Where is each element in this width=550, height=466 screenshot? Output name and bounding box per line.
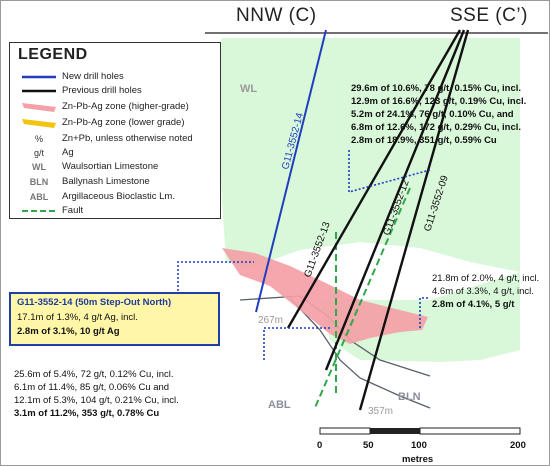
- leader-top-box: [348, 150, 431, 194]
- legend-item-lower-grade: Zn-Pb-Ag zone (lower grade): [10, 116, 220, 130]
- unit-label-abl: ABL: [268, 399, 291, 411]
- scale-bar: [319, 427, 521, 435]
- drill-hole-12: [324, 29, 466, 371]
- legend-item-percent: % Zn+Pb, unless otherwise noted: [10, 132, 220, 146]
- legend-symbol: WL: [32, 162, 46, 172]
- intercept-line: 21.8m of 2.0%, 4 g/t, incl.: [432, 273, 540, 284]
- legend-item-bln: BLN Ballynash Limestone: [10, 175, 220, 189]
- stepout-callout: G11-3552-14 (50m Step-Out North) 17.1m o…: [9, 292, 220, 346]
- legend-label: New drill holes: [62, 71, 124, 82]
- legend-item-higher-grade: Zn-Pb-Ag zone (higher-grade): [10, 100, 220, 114]
- intercept-line: 6.8m of 12.6%, 172 g/t, 0.29% Cu, incl.: [351, 122, 522, 133]
- new-drill-hole-swatch: [20, 70, 58, 84]
- fault-line: [313, 187, 411, 411]
- leader-right-box: [419, 297, 428, 330]
- wl-unit-area: [218, 38, 520, 272]
- legend-label: Zn+Pb, unless otherwise noted: [62, 133, 193, 144]
- scale-unit: metres: [402, 454, 433, 465]
- legend-item-wl: WL Waulsortian Limestone: [10, 160, 220, 174]
- scale-tick-200: 200: [510, 440, 526, 451]
- intercept-line: 2.8m of 18.9%, 351 g/t, 0.59% Cu: [351, 135, 497, 146]
- drill-hole-09: [358, 29, 470, 411]
- zone-higher-grade: [222, 248, 428, 344]
- intercept-line: 25.6m of 5.4%, 72 g/t, 0.12% Cu, incl.: [14, 369, 174, 380]
- bln-contact-lower: [289, 297, 431, 409]
- legend-item-gt: g/t Ag: [10, 146, 220, 160]
- stepout-line: 2.8m of 3.1%, 10 g/t Ag: [17, 326, 120, 337]
- intercept-line: 6.1m of 11.4%, 85 g/t, 0.06% Cu and: [14, 382, 170, 393]
- fault-swatch: [20, 204, 58, 218]
- drill-hole-14: [255, 29, 327, 313]
- scale-tick-0: 0: [317, 440, 322, 451]
- higher-grade-swatch: [20, 100, 58, 114]
- intercept-line: 12.1m of 5.3%, 104 g/t, 0.21% Cu, incl.: [14, 395, 179, 406]
- legend-label: Previous drill holes: [62, 85, 142, 96]
- legend-symbol: g/t: [33, 148, 44, 158]
- legend-item-abl: ABL Argillaceous Bioclastic Lm.: [10, 190, 220, 204]
- stepout-title: G11-3552-14 (50m Step-Out North): [17, 297, 172, 308]
- scale-tick-100: 100: [411, 440, 427, 451]
- intercept-box-top: 29.6m of 10.6%, 78 g/t, 0.15% Cu, incl. …: [351, 82, 526, 147]
- intercept-line: 12.9m of 16.6%, 123 g/t, 0.19% Cu, incl.: [351, 96, 527, 107]
- unit-label-bln: BLN: [398, 391, 421, 403]
- previous-drill-hole-swatch: [20, 84, 58, 98]
- intercept-line: 29.6m of 10.6%, 78 g/t, 0.15% Cu, incl.: [351, 83, 522, 94]
- legend-label: Ag: [62, 147, 74, 158]
- intercept-box-bottom: 25.6m of 5.4%, 72 g/t, 0.12% Cu, incl. 6…: [14, 368, 179, 420]
- drill-hole-13: [286, 29, 462, 329]
- intercept-line: 5.2m of 24.1%, 76 g/t, 0.10% Cu, and: [351, 109, 514, 120]
- legend-symbol: %: [34, 134, 43, 144]
- legend-label: Waulsortian Limestone: [62, 161, 159, 172]
- section-label-left: NNW (C): [236, 5, 317, 26]
- stepout-line: 17.1m of 1.3%, 4 g/t Ag, incl.: [17, 312, 138, 323]
- leader-bottom-box: [263, 327, 330, 360]
- intercept-line: 3.1m of 11.2%, 353 g/t, 0.78% Cu: [14, 408, 160, 419]
- legend-label: Ballynash Limestone: [62, 176, 150, 187]
- legend-item-fault: Fault: [10, 204, 220, 218]
- legend-label: Zn-Pb-Ag zone (higher-grade): [62, 101, 189, 112]
- scale-tick-50: 50: [363, 440, 374, 451]
- section-label-right: SSE (C’): [450, 5, 528, 26]
- depth-label-357: 357m: [368, 406, 393, 417]
- lower-grade-swatch: [20, 116, 58, 130]
- legend-label: Zn-Pb-Ag zone (lower grade): [62, 117, 185, 128]
- legend-item-previous-drill-holes: Previous drill holes: [10, 84, 220, 98]
- legend-label: Argillaceous Bioclastic Lm.: [62, 191, 175, 202]
- intercept-box-right: 21.8m of 2.0%, 4 g/t, incl. 4.6m of 3.3%…: [432, 272, 539, 311]
- legend-title: LEGEND: [18, 46, 88, 63]
- legend-symbol: BLN: [29, 177, 49, 187]
- depth-label-267: 267m: [258, 315, 283, 326]
- intercept-line: 2.8m of 4.1%, 5 g/t: [432, 299, 515, 310]
- legend-item-new-drill-holes: New drill holes: [10, 70, 220, 84]
- unit-label-wl: WL: [240, 83, 257, 95]
- intercept-line: 4.6m of 3.3%, 4 g/t, incl.: [432, 286, 534, 297]
- legend: LEGEND New drill holes Previous drill ho…: [9, 42, 221, 219]
- legend-symbol: ABL: [29, 192, 49, 202]
- legend-label: Fault: [62, 205, 84, 216]
